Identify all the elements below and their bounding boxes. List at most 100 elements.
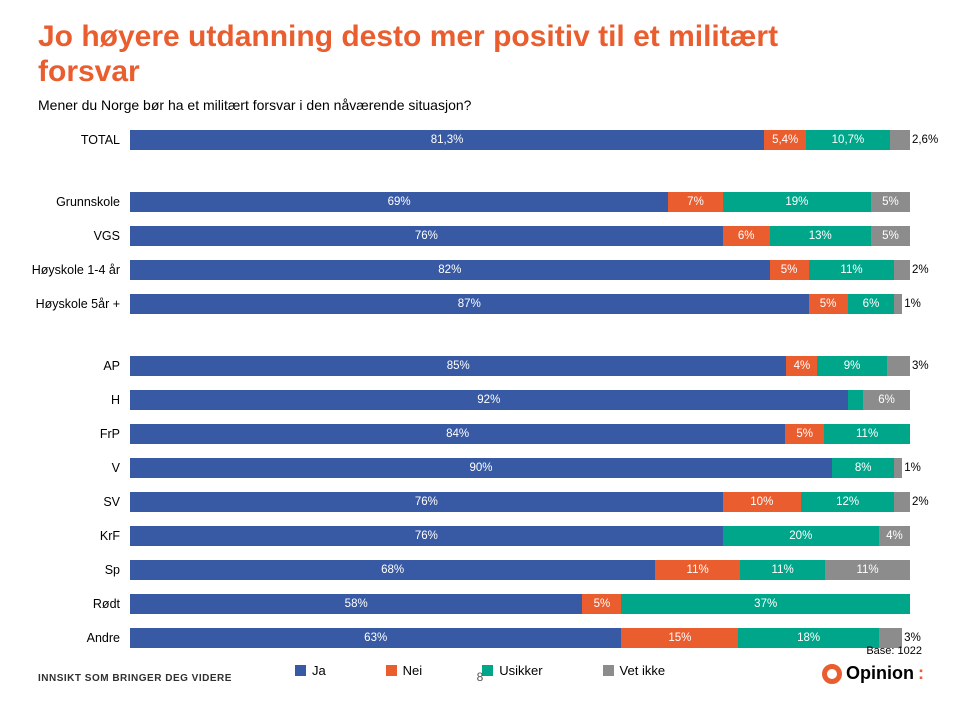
segment-value: 5% <box>820 298 837 310</box>
segment-value: 37% <box>754 598 777 610</box>
page-title: Jo høyere utdanning desto mer positiv ti… <box>0 0 800 89</box>
bar-segment: 4% <box>879 526 910 546</box>
segment-value: 11% <box>687 564 709 576</box>
segment-value: 10,7% <box>832 134 865 146</box>
category-label: AP <box>10 359 130 373</box>
bar-track: 82%5% 11% 2% <box>130 260 910 280</box>
bar-segment: 37% <box>621 594 910 614</box>
bar-segment: 11% <box>740 560 825 580</box>
chart-row: Høyskole 5år +87%5%6%1% <box>130 291 910 317</box>
chart-row: Sp68%11%11%11% <box>130 557 910 583</box>
logo-dots-icon: : <box>918 663 922 684</box>
segment-value: 87% <box>458 298 481 310</box>
category-label: TOTAL <box>10 133 130 147</box>
category-label: SV <box>10 495 130 509</box>
bar-segment: 84% <box>130 424 785 444</box>
segment-value: 5% <box>796 428 813 440</box>
bar-segment: 68% <box>130 560 655 580</box>
segment-value: 7% <box>687 196 704 208</box>
chart-row: KrF76%0%20%4% <box>130 523 910 549</box>
segment-value: 2% <box>912 264 929 276</box>
bar-segment: 2% <box>894 260 910 280</box>
category-label: Høyskole 5år + <box>10 297 130 311</box>
bar-track: 76% 6% 13% 5% <box>130 226 910 246</box>
chart-row: Høyskole 1-4 år82%5%11%2% <box>130 257 910 283</box>
segment-value: 11% <box>840 264 862 276</box>
segment-value: 68% <box>381 564 404 576</box>
bar-segment: 81,3% <box>130 130 764 150</box>
bar-segment: 5% <box>770 260 809 280</box>
chart-row: TOTAL81,3%5,4%10,7%2,6% <box>130 127 910 153</box>
bar-segment: 7% <box>668 192 723 212</box>
bar-segment: 85% <box>130 356 786 376</box>
bar-segment: 11% <box>824 424 910 444</box>
bar-track: 90%8%1% <box>130 458 910 478</box>
bar-segment: 11% <box>809 260 895 280</box>
segment-value: 85% <box>447 360 470 372</box>
segment-value: 2,6% <box>912 134 938 146</box>
category-label: FrP <box>10 427 130 441</box>
bar-track: 76%0%20%4% <box>130 526 910 546</box>
bar-segment: 19% <box>723 192 871 212</box>
segment-value: 9% <box>844 360 861 372</box>
bar-segment: 82% <box>130 260 770 280</box>
bar-segment: 1% <box>894 458 902 478</box>
segment-value: 76% <box>415 496 438 508</box>
segment-value: 5,4% <box>772 134 798 146</box>
chart-row: VGS76%6%13%5% <box>130 223 910 249</box>
bar-segment: 6% <box>863 390 910 410</box>
segment-value: 2% <box>912 496 929 508</box>
segment-value: 13% <box>809 230 832 242</box>
bar-segment: 92% <box>130 390 848 410</box>
chart-row: FrP84%5%11% <box>130 421 910 447</box>
segment-value: 6% <box>863 298 880 310</box>
bar-segment: 6% <box>723 226 770 246</box>
bar-segment: 10,7% <box>806 130 889 150</box>
segment-value: 15% <box>668 632 691 644</box>
bar-segment: 5% <box>785 424 824 444</box>
bar-segment: 76% <box>130 226 723 246</box>
page-number: 8 <box>477 670 484 684</box>
bar-segment: 5% <box>871 192 910 212</box>
segment-value: 1% <box>904 298 921 310</box>
bar-track: 76% 10% 12% 2% <box>130 492 910 512</box>
chart-row: SV76%10%12%2% <box>130 489 910 515</box>
bar-segment: 12% <box>801 492 895 512</box>
bar-segment: 3% <box>887 356 910 376</box>
segment-value: 10% <box>750 496 773 508</box>
bar-segment: 13% <box>770 226 871 246</box>
bar-track: 92%2%6% <box>130 390 910 410</box>
segment-value: 12% <box>836 496 859 508</box>
chart-row: V90%8%1% <box>130 455 910 481</box>
bar-segment: 2% <box>894 492 910 512</box>
bar-segment: 76% <box>130 526 723 546</box>
bar-segment: 87% <box>130 294 809 314</box>
segment-value: 76% <box>415 530 438 542</box>
bar-segment: 5% <box>871 226 910 246</box>
segment-value: 18% <box>797 632 820 644</box>
segment-value: 1% <box>904 462 921 474</box>
bar-track: 84% 5% 11% <box>130 424 910 444</box>
chart-row: Grunnskole69%7%19%5% <box>130 189 910 215</box>
segment-value: 84% <box>446 428 469 440</box>
category-label: Grunnskole <box>10 195 130 209</box>
bar-segment: 5% <box>809 294 848 314</box>
segment-value: 11% <box>856 428 878 440</box>
bar-segment: 1% <box>894 294 902 314</box>
segment-value: 92% <box>477 394 500 406</box>
bar-segment: 69% <box>130 192 668 212</box>
stacked-bar-chart: TOTAL81,3% 5,4% 10,7% 2,6% Grunnskole 69% 7% 19… <box>0 127 960 651</box>
bar-segment: 11% <box>825 560 910 580</box>
segment-value: 11% <box>856 564 878 576</box>
segment-value: 8% <box>855 462 872 474</box>
segment-value: 3% <box>904 632 921 644</box>
segment-value: 20% <box>789 530 812 542</box>
segment-value: 76% <box>415 230 438 242</box>
bar-segment: 8% <box>832 458 894 478</box>
segment-value: 69% <box>388 196 411 208</box>
chart-row: H92%2%6% <box>130 387 910 413</box>
category-label: V <box>10 461 130 475</box>
bar-track: 81,3%5,4%10,7%2,6% <box>130 130 910 150</box>
segment-value: 5% <box>882 196 899 208</box>
segment-value: 5% <box>594 598 611 610</box>
